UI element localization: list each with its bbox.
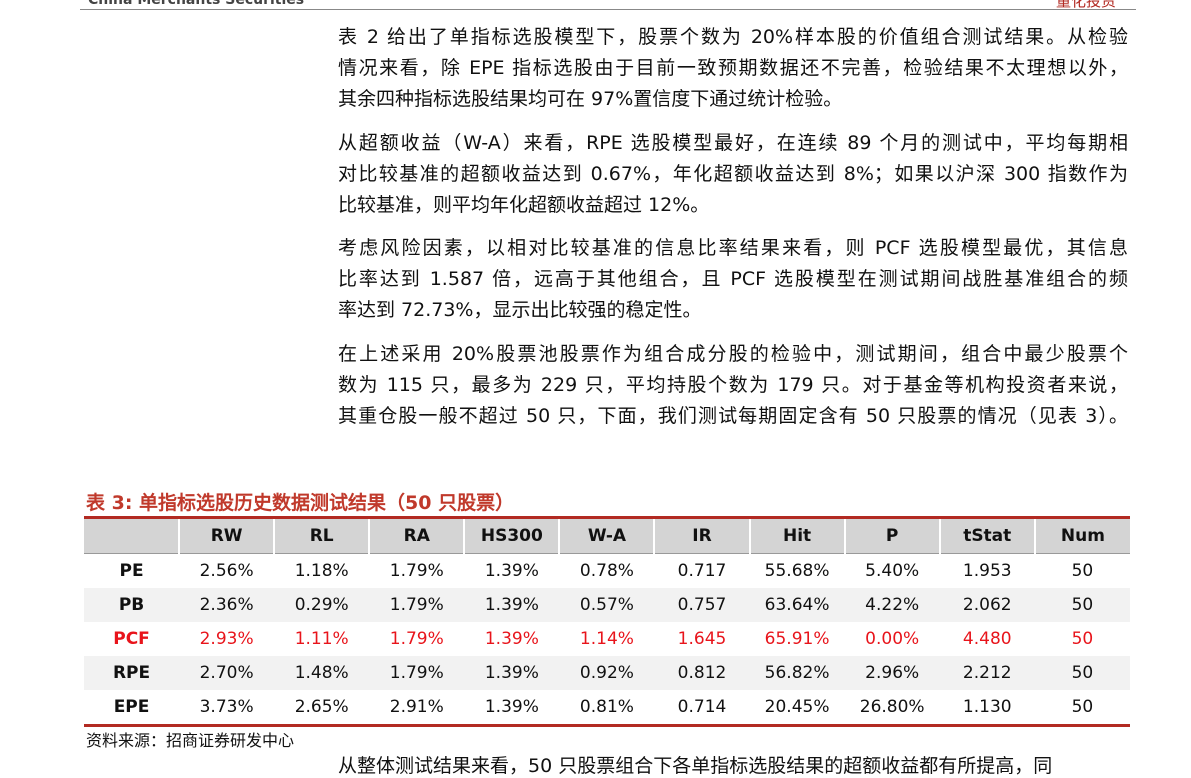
table-cell: 50 <box>1034 588 1130 622</box>
paragraph-line: 数为 115 只，最多为 229 只，平均持股个数为 179 只。对于基金等机构… <box>338 374 1128 396</box>
table-cell: 2.96% <box>844 656 940 690</box>
column-header: RL <box>273 517 370 554</box>
column-header: tStat <box>938 517 1035 554</box>
table-cell: 56.82% <box>749 656 845 690</box>
table-row: RPE 2.70% 1.48% 1.79% 1.39% 0.92% 0.812 56.82% 2… <box>84 656 1130 690</box>
column-header: HS300 <box>463 517 560 554</box>
table-cell: 2.36% <box>179 588 275 622</box>
row-label: RPE <box>84 656 180 690</box>
header-section: 量化投资 <box>1056 0 1117 10</box>
row-label: PE <box>119 561 144 581</box>
paragraph-line: 表 2 给出了单指标选股模型下，股票个数为 20%样本股的价值组合测试结果。从检… <box>338 26 1128 48</box>
table-cell: 1.48% <box>274 656 370 690</box>
table-cell: 50 <box>1071 629 1094 649</box>
column-header: IR <box>653 517 750 554</box>
table-cell: 65.91% <box>764 629 830 649</box>
table-cell: 1.130 <box>962 697 1012 717</box>
table-cell: 2.56% <box>199 561 254 581</box>
row-label: PB <box>84 588 180 622</box>
row-label: EPE <box>113 697 150 717</box>
table-cell: 2.062 <box>939 588 1035 622</box>
header-company: China Merchants Securities <box>88 0 305 8</box>
table-row: EPE 3.73% 2.65% 2.91% 1.39% 0.81% 0.714 20.45% 2… <box>84 690 1130 726</box>
column-header: Hit <box>748 517 845 554</box>
row-label: PCF <box>113 629 150 649</box>
paragraph-line: 考虑风险因素，以相对比较基准的信息比率结果来看，则 PCF 选股模型最优，其信息 <box>338 237 1128 259</box>
paragraph-line: 比较基准，则平均年化超额收益超过 12%。 <box>338 194 710 216</box>
table-cell: 1.11% <box>294 629 349 649</box>
table-cell: 1.39% <box>464 588 560 622</box>
column-header: RW <box>178 517 275 554</box>
table-cell: 0.714 <box>677 697 727 717</box>
table-cell: 20.45% <box>764 697 830 717</box>
corner-cell <box>84 517 180 554</box>
header-rule <box>80 9 1136 10</box>
table-cell: 0.717 <box>677 561 727 581</box>
table-cell: 63.64% <box>749 588 845 622</box>
table-cell: 1.14% <box>579 629 634 649</box>
table-row: PB 2.36% 0.29% 1.79% 1.39% 0.57% 0.757 63.64% 4.… <box>84 588 1130 622</box>
table-cell: 55.68% <box>764 561 830 581</box>
paragraph-line: 其重仓股一般不超过 50 只，下面，我们测试每期固定含有 50 只股票的情况（见… <box>338 405 1128 427</box>
paragraph-line: 从超额收益（W-A）来看，RPE 选股模型最好，在连续 89 个月的测试中，平均… <box>338 132 1128 154</box>
paragraph-line: 情况来看，除 EPE 指标选股由于目前一致预期数据还不完善，检验结果不太理想以外… <box>338 57 1128 79</box>
table-cell: 1.39% <box>484 697 539 717</box>
table-cell: 2.70% <box>179 656 275 690</box>
table-cell: 0.78% <box>579 561 634 581</box>
table-cell: 5.40% <box>865 561 920 581</box>
table-cell: 4.22% <box>844 588 940 622</box>
table-cell: 2.91% <box>389 697 444 717</box>
table-cell: 2.93% <box>199 629 254 649</box>
paragraph-line: 比率达到 1.587 倍，远高于其他组合，且 PCF 选股模型在测试期间战胜基准… <box>338 268 1128 290</box>
paragraph-line: 从整体测试结果来看，50 只股票组合下各单指标选股结果的超额收益都有所提高，同 <box>338 755 1053 777</box>
table-caption: 表 3: 单指标选股历史数据测试结果（50 只股票） <box>86 492 515 514</box>
table-cell: 1.645 <box>677 629 727 649</box>
table-cell: 50 <box>1071 697 1094 717</box>
table-cell: 1.79% <box>369 656 465 690</box>
table-row: PCF 2.93% 1.11% 1.79% 1.39% 1.14% 1.645 65.91% 0… <box>84 622 1130 656</box>
table-cell: 1.39% <box>464 656 560 690</box>
paragraph-line: 率达到 72.73%，显示出比较强的稳定性。 <box>338 299 702 321</box>
table-cell: 1.18% <box>294 561 349 581</box>
paragraph-line: 对比较基准的超额收益达到 0.67%，年化超额收益达到 8%；如果以沪深 300… <box>338 163 1128 185</box>
table-cell: 2.212 <box>939 656 1035 690</box>
table-cell: 2.65% <box>294 697 349 717</box>
table-cell: 1.39% <box>484 561 539 581</box>
table-cell: 0.92% <box>559 656 655 690</box>
column-header: P <box>843 517 940 554</box>
table-cell: 1.953 <box>962 561 1012 581</box>
table-cell: 0.57% <box>559 588 655 622</box>
table-source: 资料来源：招商证券研发中心 <box>86 731 295 750</box>
table-cell: 26.80% <box>859 697 925 717</box>
table-cell: 0.81% <box>579 697 634 717</box>
table-cell: 0.00% <box>865 629 920 649</box>
column-header: W-A <box>558 517 655 554</box>
column-header: RA <box>368 517 465 554</box>
column-header: Num <box>1033 517 1130 554</box>
table-cell: 1.79% <box>389 629 444 649</box>
table-row: PE 2.56% 1.18% 1.79% 1.39% 0.78% 0.717 55.68% 5.… <box>84 554 1130 589</box>
table-cell: 1.39% <box>484 629 539 649</box>
table-cell: 4.480 <box>962 629 1012 649</box>
table-cell: 3.73% <box>199 697 254 717</box>
table-cell: 1.79% <box>369 588 465 622</box>
table-cell: 1.79% <box>389 561 444 581</box>
paragraph-line: 在上述采用 20%股票池股票作为组合成分股的检验中，测试期间，组合中最少股票个 <box>338 343 1128 365</box>
table-cell: 50 <box>1034 656 1130 690</box>
paragraph-line: 其余四种指标选股结果均可在 97%置信度下通过统计检验。 <box>338 88 843 110</box>
table-cell: 0.812 <box>654 656 750 690</box>
table-cell: 50 <box>1071 561 1094 581</box>
table-cell: 0.29% <box>274 588 370 622</box>
table-cell: 0.757 <box>654 588 750 622</box>
